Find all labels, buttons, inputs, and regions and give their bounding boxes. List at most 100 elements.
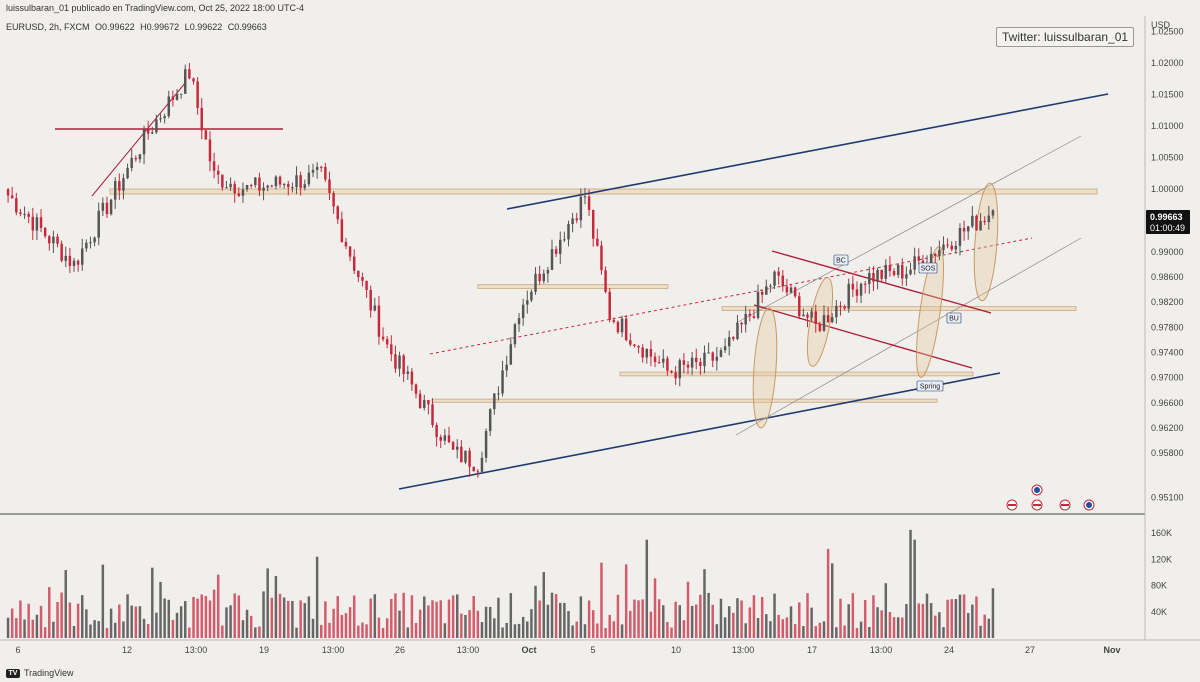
brand-name: TradingView bbox=[24, 668, 74, 678]
parallel-channel-top[interactable] bbox=[735, 135, 1082, 324]
footer-brand[interactable]: TV TradingView bbox=[6, 668, 74, 678]
candle-body bbox=[513, 324, 517, 345]
candle-body bbox=[501, 370, 504, 394]
candle-body bbox=[361, 277, 364, 281]
candle-body bbox=[781, 275, 785, 287]
candle-body bbox=[686, 364, 690, 368]
channel-lower-line[interactable] bbox=[398, 372, 1001, 490]
volume-bar bbox=[546, 604, 550, 638]
candle-body bbox=[769, 285, 772, 287]
candle-body bbox=[488, 409, 492, 432]
volume-bar bbox=[15, 618, 18, 638]
volume-bar bbox=[43, 627, 47, 638]
candle-body bbox=[826, 315, 830, 323]
trend-line-red[interactable] bbox=[91, 81, 187, 197]
price-tick-label: 0.99000 bbox=[1151, 247, 1184, 257]
time-tick-label: 27 bbox=[1025, 645, 1035, 655]
support-resistance-zone[interactable] bbox=[431, 398, 938, 403]
volume-axis[interactable]: 160K 120K 80K 40K bbox=[1151, 528, 1172, 617]
price-tick-label: 1.01000 bbox=[1151, 121, 1184, 131]
candle-body bbox=[752, 316, 756, 318]
candle-body bbox=[68, 255, 72, 267]
volume-bar bbox=[583, 624, 587, 638]
candle-body bbox=[505, 364, 508, 371]
bu-label: BU bbox=[949, 316, 959, 323]
candle-body bbox=[633, 344, 636, 347]
volume-bar bbox=[80, 595, 84, 638]
volume-bar bbox=[785, 617, 789, 638]
price-pane[interactable] bbox=[0, 16, 1145, 513]
volume-pane[interactable] bbox=[0, 515, 1145, 640]
support-resistance-zone[interactable] bbox=[109, 188, 1098, 195]
candle-body bbox=[427, 399, 430, 405]
candle-body bbox=[765, 286, 768, 295]
support-resistance-zone[interactable] bbox=[619, 371, 974, 377]
candle-body bbox=[830, 317, 834, 323]
candle-body bbox=[93, 237, 96, 243]
volume-bar bbox=[542, 572, 546, 638]
volume-bar bbox=[344, 613, 348, 638]
volume-bar bbox=[567, 611, 570, 638]
price-axis[interactable]: USD 1.02500 1.02000 1.01500 1.01000 1.00500 1… bbox=[1151, 20, 1184, 502]
volume-bar bbox=[31, 619, 35, 638]
descending-channel-bottom[interactable] bbox=[753, 304, 973, 369]
volume-bar bbox=[361, 622, 364, 638]
parallel-channel-bottom[interactable] bbox=[735, 237, 1082, 436]
highlight-ellipse[interactable] bbox=[750, 307, 780, 429]
candle-body bbox=[455, 446, 459, 450]
time-axis[interactable]: 6 12 13:00 19 13:00 26 13:00 Oct 5 10 13:00 17 13:00… bbox=[15, 645, 1120, 655]
candle-body bbox=[563, 239, 566, 241]
tradingview-logo-icon: TV bbox=[6, 668, 20, 678]
candle-body bbox=[822, 315, 826, 331]
candle-body bbox=[328, 179, 331, 193]
candle-body bbox=[962, 227, 966, 232]
volume-bar bbox=[814, 626, 817, 638]
candle-body bbox=[798, 296, 801, 317]
candle-body bbox=[868, 272, 871, 285]
candle-body bbox=[802, 314, 805, 317]
volume-bar bbox=[109, 608, 113, 638]
volume-bar bbox=[258, 626, 261, 638]
candle-body bbox=[703, 352, 706, 367]
volume-bar bbox=[686, 581, 690, 638]
volume-bar bbox=[307, 596, 311, 638]
candle-body bbox=[146, 129, 150, 134]
candle-body bbox=[896, 264, 900, 275]
last-price-value: 0.99663 bbox=[1150, 212, 1183, 222]
volume-bar bbox=[357, 625, 360, 638]
countdown: 01:00:49 bbox=[1150, 223, 1185, 233]
channel-upper-line[interactable] bbox=[506, 93, 1109, 210]
volume-bar bbox=[151, 567, 154, 638]
candle-body bbox=[521, 304, 525, 319]
volume-bar bbox=[880, 610, 883, 638]
volume-bar bbox=[822, 621, 826, 638]
volume-bar bbox=[468, 610, 471, 638]
support-resistance-zone[interactable] bbox=[721, 306, 1077, 311]
candle-body bbox=[785, 286, 789, 293]
volume-bar bbox=[690, 605, 694, 638]
time-tick-label: 13:00 bbox=[870, 645, 893, 655]
volume-bar bbox=[249, 615, 253, 638]
candle-body bbox=[229, 183, 232, 188]
candle-body bbox=[554, 249, 558, 254]
candle-body bbox=[777, 271, 780, 276]
candle-body bbox=[282, 184, 286, 186]
candle-body bbox=[365, 280, 368, 290]
candle-body bbox=[546, 269, 550, 274]
candle-body bbox=[423, 399, 426, 409]
time-tick-label: 13:00 bbox=[185, 645, 208, 655]
candle-body bbox=[843, 306, 846, 309]
volume-bar bbox=[719, 598, 723, 638]
volume-bar bbox=[390, 598, 393, 638]
support-resistance-zone[interactable] bbox=[477, 284, 669, 289]
candle-body bbox=[653, 356, 657, 363]
economic-event-flags[interactable] bbox=[1006, 484, 1095, 511]
price-tick-label: 0.95800 bbox=[1151, 448, 1184, 458]
volume-bar bbox=[348, 607, 352, 638]
volume-bar bbox=[600, 562, 603, 638]
volume-bar bbox=[769, 621, 772, 638]
candle-body bbox=[15, 198, 18, 213]
volume-bar bbox=[501, 627, 504, 638]
volume-bar bbox=[142, 618, 146, 638]
